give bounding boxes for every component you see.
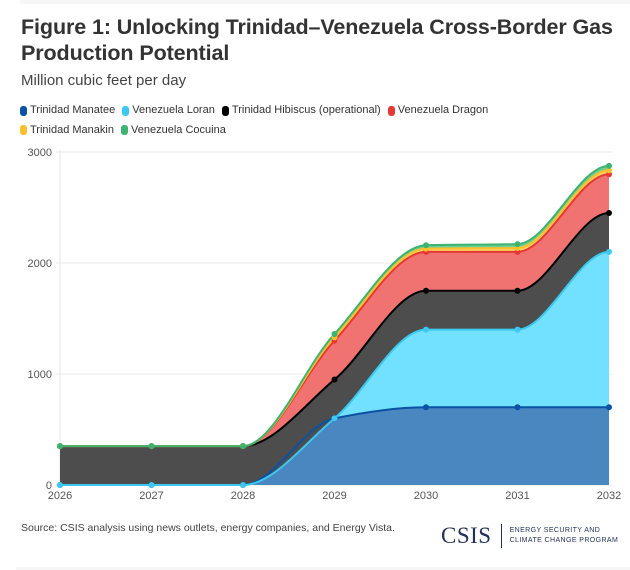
legend-item-trinidad-manatee[interactable]: Trinidad Manatee [20,102,115,119]
legend-label: Trinidad Hibiscus (operational) [231,104,381,116]
csis-logo: CSIS ENERGY SECURITY AND CLIMATE CHANGE … [441,523,618,549]
point-venezuela-loran-2027 [148,482,155,488]
point-trinidad-hibiscus-operational-2029 [331,376,338,383]
top-border-strip [20,0,630,4]
legend-swatch-icon [121,125,129,135]
point-trinidad-manatee-2030 [423,404,429,411]
point-trinidad-hibiscus-operational-2030 [423,287,429,294]
legend-label: Venezuela Loran [132,104,215,116]
area-venezuela-loran [60,251,609,485]
legend-label: Venezuela Dragon [397,104,489,116]
point-venezuela-cocuina-2028 [240,443,246,450]
x-tick-label: 2030 [414,490,438,502]
x-axis-ticks: 2026 2027 2028 2029 2030 2031 2032 [48,490,621,502]
point-trinidad-manatee-2032 [606,404,612,411]
legend-item-venezuela-loran[interactable]: Venezuela Loran [122,102,215,119]
point-venezuela-loran-2029 [331,415,338,422]
point-venezuela-cocuina-2027 [148,443,155,450]
legend-row-2: Trinidad Manakin Venezuela Cocuina [20,122,620,142]
bottom-border-strip [16,567,630,570]
point-trinidad-manakin-2032 [606,167,612,174]
y-axis-ticks: 0 1000 2000 3000 [28,147,52,492]
legend-swatch-icon [20,105,27,116]
legend-swatch-icon [122,105,130,116]
legend-swatch-icon [221,105,229,116]
y-tick-label: 3000 [28,147,52,159]
program-name-line-2: CLIMATE CHANGE PROGRAM [509,537,619,544]
x-tick-label: 2026 [48,490,72,502]
legend-swatch-icon [387,105,395,116]
point-venezuela-loran-2031 [514,326,521,333]
y-tick-label: 0 [46,480,52,492]
area-trinidad-manatee [60,407,609,485]
point-venezuela-loran-2026 [57,482,63,488]
point-trinidad-manatee-2031 [514,404,521,411]
source-note: Source: CSIS analysis using news outlets… [21,522,395,534]
y-tick-label: 1000 [28,369,52,381]
legend-label: Venezuela Cocuina [131,123,226,136]
x-tick-label: 2032 [597,490,621,502]
area-layers [60,165,609,486]
program-name: ENERGY SECURITY AND CLIMATE CHANGE PROGR… [510,526,619,546]
point-venezuela-loran-2028 [240,482,246,488]
chart-legend: Trinidad Manatee Venezuela Loran Trinida… [20,102,620,141]
point-venezuela-cocuina-2030 [423,242,429,249]
logo-divider [500,524,502,548]
point-venezuela-cocuina-2026 [57,443,63,450]
point-venezuela-loran-2030 [423,326,429,333]
point-trinidad-hibiscus-operational-2032 [606,210,612,217]
y-tick-label: 2000 [28,258,52,270]
x-tick-label: 2029 [322,490,346,502]
figure-title: Figure 1: Unlocking Trinidad–Venezuela C… [21,15,613,65]
csis-logo-mark: CSIS [441,523,492,548]
legend-label: Trinidad Manatee [30,104,116,116]
figure-subtitle: Million cubic feet per day [21,72,187,89]
legend-row-1: Trinidad Manatee Venezuela Loran Trinida… [20,102,620,122]
x-tick-label: 2028 [231,490,255,502]
point-trinidad-hibiscus-operational-2031 [514,287,521,294]
program-name-line-1: ENERGY SECURITY AND [509,527,601,534]
area-trinidad-hibiscus-operational [60,213,609,486]
point-venezuela-cocuina-2029 [331,331,338,338]
legend-label: Trinidad Manakin [30,123,114,136]
legend-item-trinidad-manakin[interactable]: Trinidad Manakin [20,122,114,139]
point-venezuela-cocuina-2031 [514,241,521,248]
point-venezuela-loran-2032 [606,248,612,255]
legend-item-trinidad-hibiscus[interactable]: Trinidad Hibiscus (operational) [221,102,381,119]
legend-item-venezuela-dragon[interactable]: Venezuela Dragon [387,102,489,119]
data-points [57,162,612,488]
legend-swatch-icon [20,125,27,135]
x-tick-label: 2027 [139,490,163,502]
legend-item-venezuela-cocuina[interactable]: Venezuela Cocuina [121,122,226,139]
x-tick-label: 2031 [505,490,529,502]
point-venezuela-cocuina-2032 [606,162,612,169]
